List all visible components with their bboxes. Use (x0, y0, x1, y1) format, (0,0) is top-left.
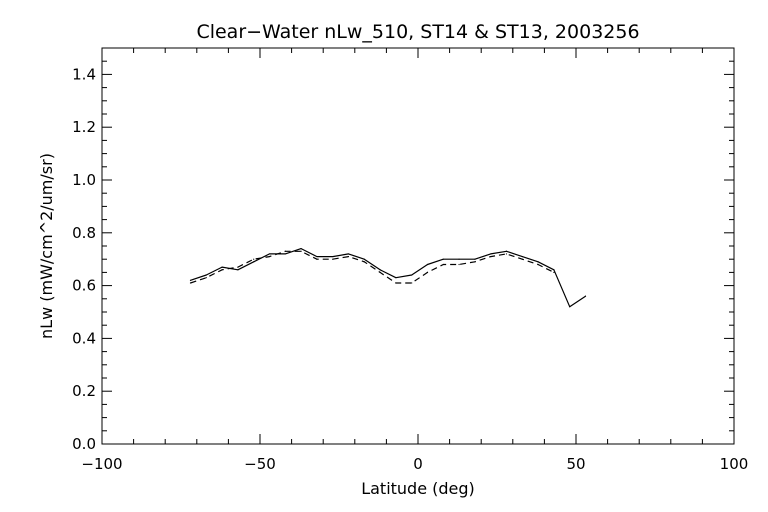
series-1-point (300, 250, 302, 252)
series-1-point (395, 282, 397, 284)
series-0-point (316, 255, 318, 258)
series-1-point (221, 269, 223, 271)
series-0-point (332, 255, 334, 258)
plot-border (101, 47, 735, 445)
series-1-point (553, 271, 555, 273)
y-tick-label: 0.4 (72, 329, 96, 347)
series-1-point (521, 258, 523, 260)
series-1-point (205, 277, 207, 279)
series-1-point (332, 258, 334, 260)
series-1-point (537, 263, 539, 266)
series-0-point (537, 261, 539, 263)
series-0-point (284, 253, 286, 255)
series-0-point (237, 269, 239, 271)
y-tick-label: 1.2 (72, 118, 96, 136)
series-1-point (189, 282, 192, 284)
series-1-point (363, 261, 365, 263)
x-tick-label: −50 (244, 455, 276, 473)
plot-frame (101, 47, 735, 445)
series-0-point (347, 253, 350, 255)
y-tick-label: 0.2 (72, 382, 96, 400)
series-0-point (553, 269, 555, 271)
x-tick-label: 50 (566, 455, 585, 473)
series-1-point (379, 271, 381, 273)
y-tick-label: 1.4 (72, 65, 96, 83)
x-tick-label: −100 (81, 455, 122, 473)
series-1-point (284, 250, 286, 252)
x-axis: −100 −50 0 50 100 (81, 48, 748, 473)
series-0-point (426, 263, 429, 266)
series-1-point (458, 263, 460, 266)
series-0-point (490, 253, 492, 255)
series-line-dashed (190, 250, 555, 284)
y-tick-label: 0.8 (72, 224, 96, 242)
series-line-solid (190, 248, 586, 308)
x-tick-label: 0 (413, 455, 423, 473)
chart-title: Clear−Water nLw_510, ST14 & ST13, 200325… (196, 21, 639, 43)
series-1-point (237, 266, 239, 268)
y-axis: 0.0 0.2 0.4 0.6 0.8 1.0 1.2 1.4 (72, 47, 734, 453)
x-axis-label: Latitude (deg) (361, 479, 475, 498)
series-1-point (411, 282, 413, 284)
series-0-point (363, 258, 365, 260)
series-1-point (490, 255, 492, 258)
series-0-point (442, 258, 444, 260)
series-1-point (316, 258, 318, 260)
series-1-point (474, 261, 476, 263)
y-axis-label: nLw (mW/cm^2/um/sr) (37, 153, 56, 339)
series-layer (189, 248, 587, 308)
series-0-point (379, 269, 381, 271)
series-1-point (253, 258, 255, 260)
series-0-point (458, 258, 460, 260)
series-0-point (253, 261, 255, 263)
series-0-point (221, 266, 223, 268)
y-tick-label: 0.6 (72, 277, 96, 295)
series-0-point (569, 306, 571, 308)
series-0-point (205, 274, 207, 276)
series-0-point (474, 258, 476, 260)
y-tick-label: 0.0 (72, 435, 96, 453)
x-tick-label: 100 (720, 455, 749, 473)
y-tick-label: 1.0 (72, 171, 96, 189)
series-0-point (505, 250, 508, 252)
series-0-point (521, 255, 523, 258)
series-0-point (189, 279, 192, 281)
series-1-point (268, 255, 271, 258)
series-1-point (347, 255, 350, 258)
series-0-point (268, 253, 271, 255)
series-0-point (300, 248, 302, 250)
series-0-point (584, 295, 587, 297)
series-0-point (411, 274, 413, 276)
series-1-point (426, 271, 429, 273)
series-1-point (505, 253, 508, 255)
series-1-point (442, 263, 444, 266)
series-0-point (395, 277, 397, 279)
